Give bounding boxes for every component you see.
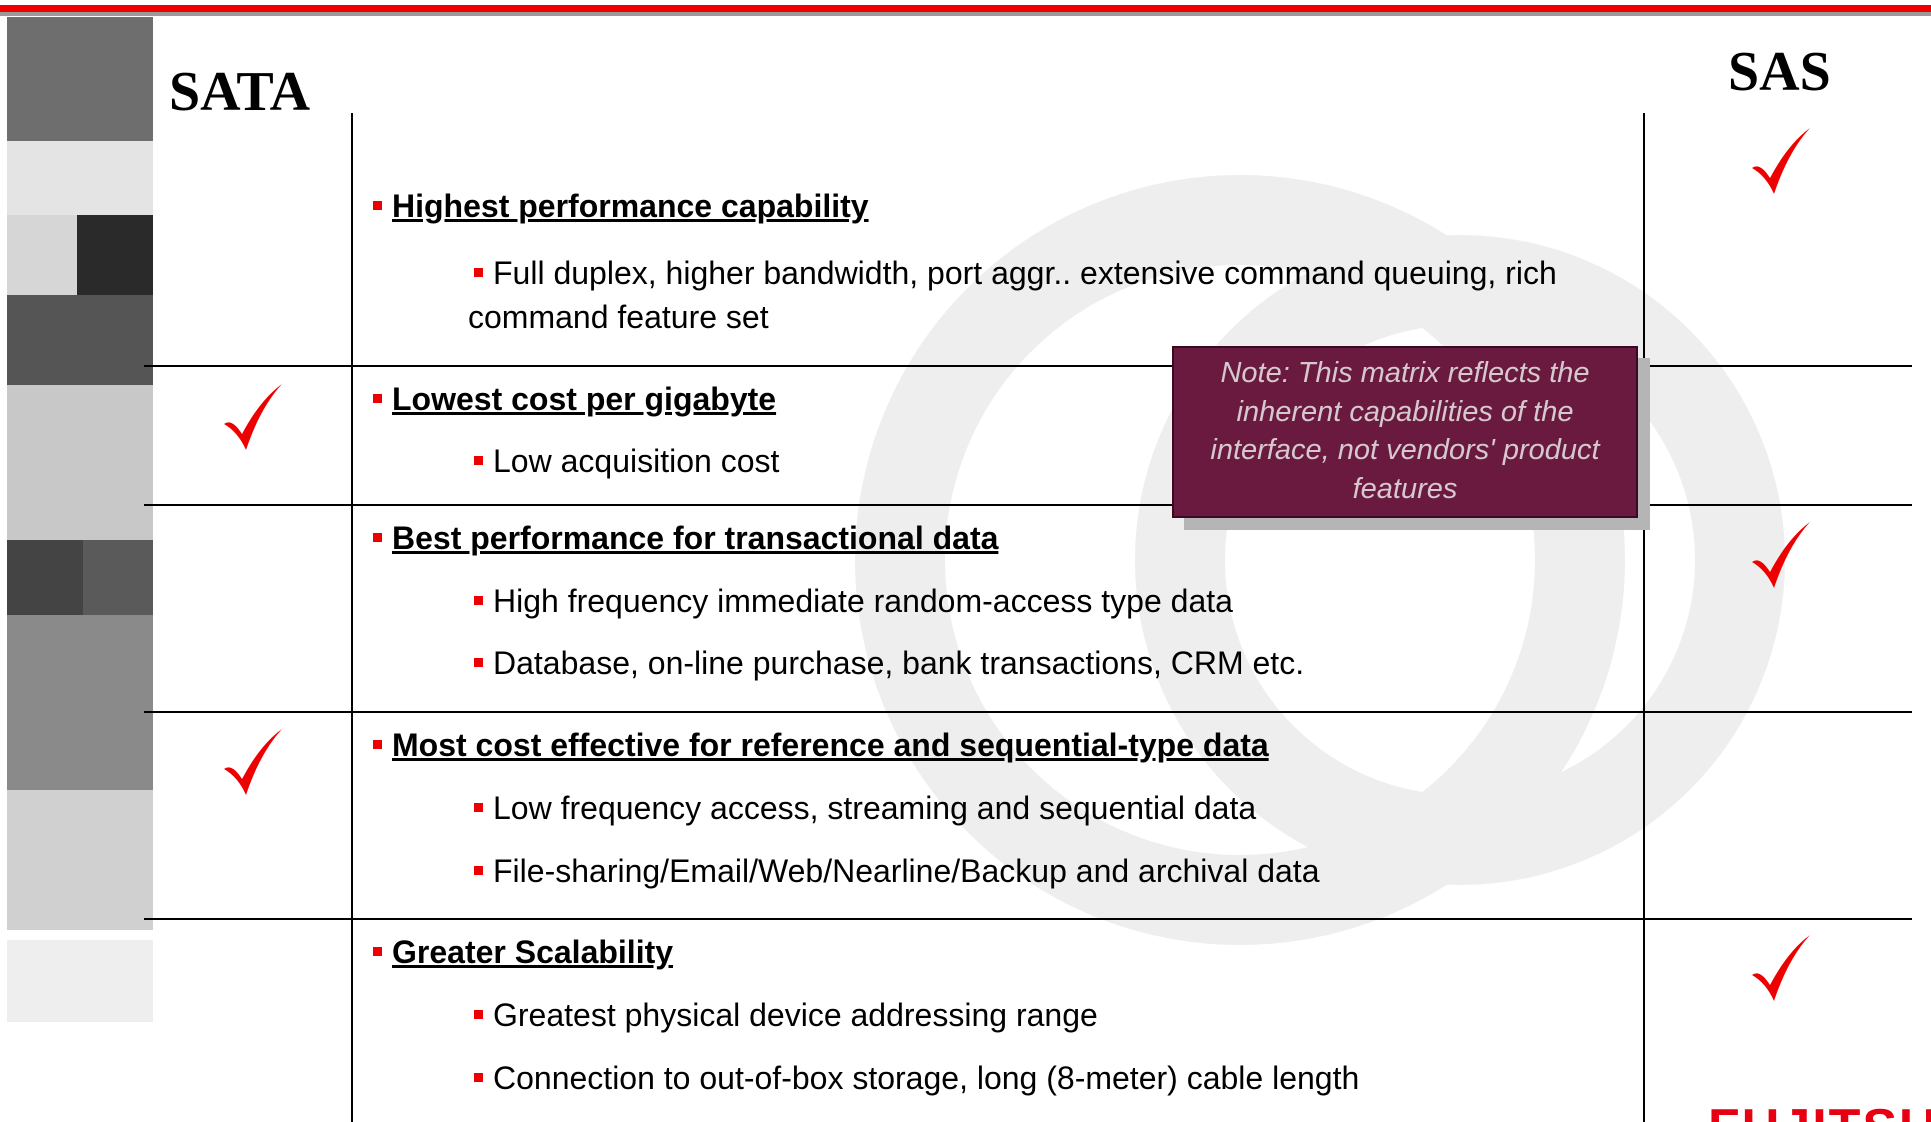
background-logo	[855, 175, 1785, 945]
sas-header: SAS	[1728, 41, 1831, 103]
row-bullet: Full duplex, higher bandwidth, port aggr…	[468, 251, 1560, 339]
sata-header: SATA	[169, 61, 311, 123]
row-title-text: Highest performance capability	[392, 188, 869, 224]
logo: FUJITSU	[1708, 1098, 1931, 1122]
row-bullet: Database, on-line purchase, bank transac…	[468, 645, 1304, 682]
bullet-marker	[474, 658, 483, 668]
sas-check	[1752, 128, 1810, 194]
row-title: Highest performance capability	[373, 188, 869, 225]
bullet-marker	[373, 740, 382, 750]
bullet-marker	[474, 803, 483, 813]
bullet-marker	[373, 533, 382, 543]
image-strip	[7, 17, 153, 1022]
bullet-marker	[373, 201, 382, 211]
sas-check	[1752, 522, 1810, 588]
bullet-marker	[474, 1010, 483, 1020]
row-bullet-text: Low frequency access, streaming and sequ…	[493, 790, 1257, 826]
row-bullet-text: File-sharing/Email/Web/Nearline/Backup a…	[493, 853, 1320, 889]
row-title: Best performance for transactional data	[373, 520, 998, 557]
row-title-text: Greater Scalability	[392, 934, 674, 970]
bullet-marker	[474, 866, 483, 876]
row-bullet-text: Low acquisition cost	[493, 443, 780, 479]
row-bullet-text: Greatest physical device addressing rang…	[493, 997, 1098, 1033]
sas-check	[1752, 935, 1810, 1001]
note-box: Note: This matrix reflects the inherent …	[1172, 346, 1638, 518]
top-bar	[0, 5, 1931, 12]
bullet-marker	[474, 1073, 483, 1083]
sata-check	[224, 729, 282, 795]
row-title-text: Most cost effective for reference and se…	[392, 727, 1269, 763]
bullet-marker	[373, 947, 382, 957]
row-bullet: Low acquisition cost	[468, 443, 779, 480]
row-title: Lowest cost per gigabyte	[373, 381, 776, 418]
row-title-text: Lowest cost per gigabyte	[392, 381, 777, 417]
row-bullet-text: High frequency immediate random-access t…	[493, 583, 1233, 619]
row-bullet-text: Database, on-line purchase, bank transac…	[493, 645, 1305, 681]
row-title-text: Best performance for transactional data	[392, 520, 999, 556]
row-bullet: Low frequency access, streaming and sequ…	[468, 790, 1256, 827]
bullet-marker	[474, 596, 483, 606]
row-title: Greater Scalability	[373, 934, 673, 971]
bullet-marker	[474, 456, 483, 466]
top-bar-shadow	[0, 12, 1931, 16]
row-bullet: File-sharing/Email/Web/Nearline/Backup a…	[468, 853, 1319, 890]
row-bullet: Greatest physical device addressing rang…	[468, 997, 1098, 1034]
row-bullet: Connection to out-of-box storage, long (…	[468, 1060, 1359, 1097]
row-bullet-text: Full duplex, higher bandwidth, port aggr…	[468, 255, 1557, 335]
bullet-marker	[474, 268, 483, 278]
sata-check	[224, 384, 282, 450]
row-bullet-text: Connection to out-of-box storage, long (…	[493, 1060, 1360, 1096]
row-title: Most cost effective for reference and se…	[373, 727, 1269, 764]
bullet-marker	[373, 394, 382, 404]
row-bullet: High frequency immediate random-access t…	[468, 583, 1233, 620]
